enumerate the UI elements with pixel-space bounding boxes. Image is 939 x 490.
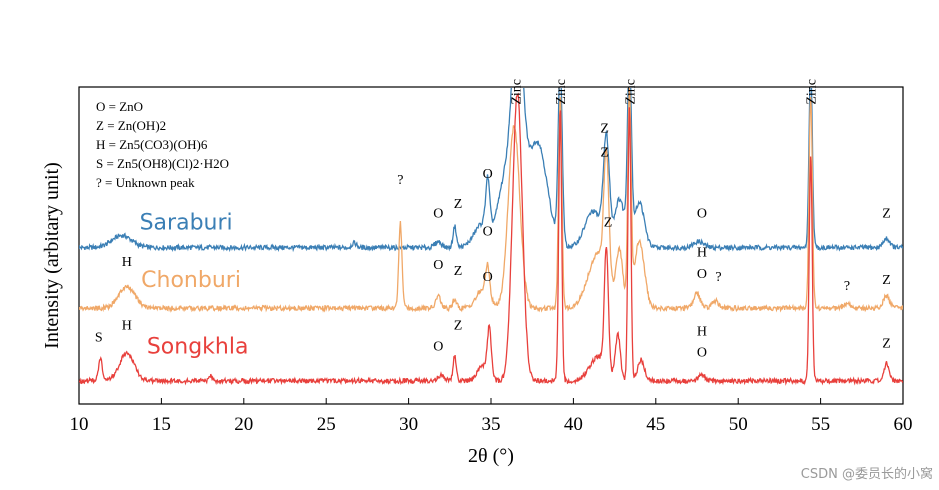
peak-annotation: ? bbox=[844, 279, 850, 294]
legend-entry: Z = Zn(OH)2 bbox=[96, 118, 166, 133]
legend-entry: H = Zn5(CO3)(OH)6 bbox=[96, 137, 208, 152]
peak-annotation: O bbox=[483, 224, 493, 239]
legend: O = ZnO Z = Zn(OH)2 H = Zn5(CO3)(OH)6 S = Z… bbox=[96, 99, 229, 190]
zinc-label: Zinc bbox=[510, 79, 525, 105]
zinc-label: Zinc bbox=[554, 79, 569, 105]
peak-annotation: O bbox=[483, 167, 493, 182]
watermark: CSDN @委员长的小窝 bbox=[800, 467, 933, 482]
peak-annotation: Z bbox=[882, 206, 891, 221]
series-name-label: Saraburi bbox=[140, 210, 233, 235]
peak-annotation: Z bbox=[454, 264, 463, 279]
legend-entry: S = Zn5(OH8)(Cl)2·H2O bbox=[96, 156, 229, 171]
peak-annotation: Z bbox=[882, 273, 891, 288]
peak-annotation: S bbox=[95, 331, 103, 346]
series-line-chonburi bbox=[79, 88, 903, 313]
x-tick-label: 20 bbox=[234, 414, 253, 435]
peak-annotation: ? bbox=[397, 173, 403, 188]
x-tick-label: 30 bbox=[399, 414, 418, 435]
peak-annotation: O bbox=[697, 206, 707, 221]
x-tick-label: 55 bbox=[811, 414, 830, 435]
series-line-songkhla bbox=[79, 92, 903, 386]
x-tick-label: 25 bbox=[317, 414, 336, 435]
peak-annotation: H bbox=[697, 246, 707, 261]
peak-annotation: O bbox=[483, 270, 493, 285]
peak-annotation: Z bbox=[454, 318, 463, 333]
series-name-label: Songkhla bbox=[147, 335, 249, 360]
series-line-saraburi bbox=[79, 88, 903, 253]
x-tick-label: 10 bbox=[70, 414, 89, 435]
x-axis-label: 2θ (°) bbox=[468, 445, 514, 467]
peak-annotation: Z bbox=[600, 146, 609, 161]
x-tick-label: 40 bbox=[564, 414, 583, 435]
x-tick-label: 15 bbox=[152, 414, 171, 435]
peak-annotation: H bbox=[122, 318, 132, 333]
x-tick-label: 45 bbox=[646, 414, 665, 435]
x-tick-label: 35 bbox=[482, 414, 501, 435]
series-name-label: Chonburi bbox=[141, 268, 241, 293]
peak-annotation: O bbox=[433, 340, 443, 355]
peak-annotation: Z bbox=[882, 337, 891, 352]
x-tick-label: 50 bbox=[729, 414, 748, 435]
zinc-labels: Zinc Zinc Zinc Zinc bbox=[510, 79, 820, 105]
peak-annotation: Z bbox=[604, 215, 613, 230]
zinc-label: Zinc bbox=[623, 79, 638, 105]
x-tick-label: 60 bbox=[894, 414, 913, 435]
peak-annotation: O bbox=[697, 346, 707, 361]
peak-annotation: O bbox=[433, 206, 443, 221]
y-axis-label: Intensity (arbitary unit) bbox=[41, 162, 63, 349]
zinc-label: Zinc bbox=[805, 79, 820, 105]
series-layer: Saraburi Chonburi Songkhla bbox=[79, 88, 903, 386]
peak-annotation: Z bbox=[600, 121, 609, 136]
peak-annotation: H bbox=[697, 324, 707, 339]
peak-annotation: ? bbox=[715, 270, 721, 285]
x-axis-ticks: 10 15 20 25 30 35 40 45 50 55 60 bbox=[70, 398, 913, 435]
peak-annotation: Z bbox=[454, 197, 463, 212]
peak-annotation: O bbox=[697, 267, 707, 282]
legend-entry: O = ZnO bbox=[96, 99, 143, 114]
peak-annotation: H bbox=[122, 255, 132, 270]
peak-annotation: O bbox=[433, 258, 443, 273]
legend-entry: ? = Unknown peak bbox=[96, 175, 195, 190]
